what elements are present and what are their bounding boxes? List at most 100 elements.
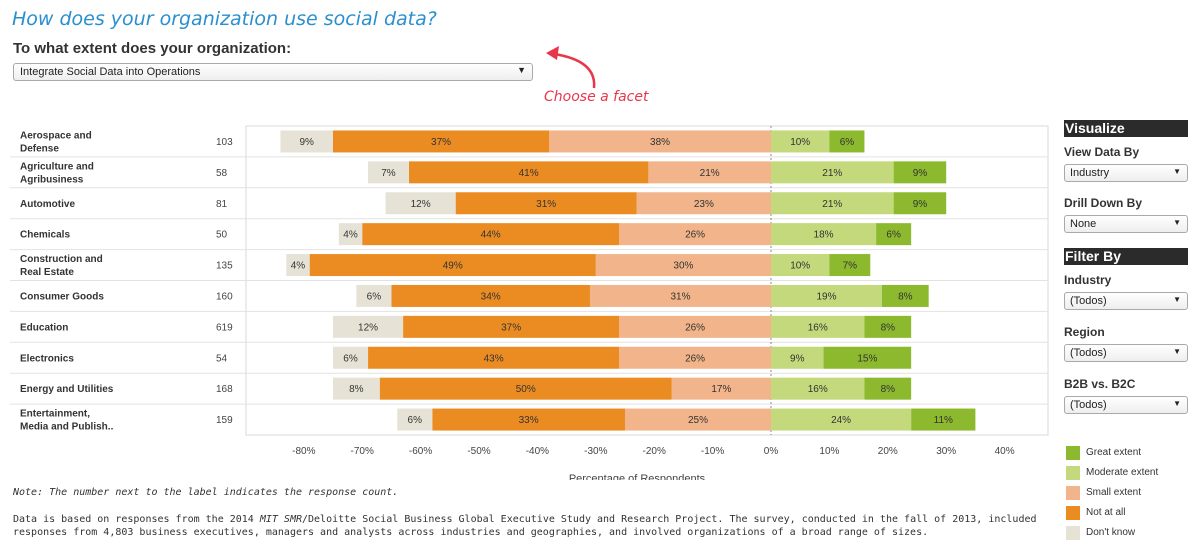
data-label: 9% xyxy=(790,353,805,364)
data-label: 41% xyxy=(519,168,539,179)
data-label: 9% xyxy=(913,168,928,179)
data-label: 37% xyxy=(431,137,451,148)
legend-label: Don't know xyxy=(1086,527,1136,538)
category-label: Aerospace and xyxy=(20,130,92,141)
data-label: 25% xyxy=(688,415,708,426)
bar-segment-small xyxy=(595,254,771,277)
bar-segment-moderate xyxy=(771,223,877,246)
choose-facet-hint: Choose a facet xyxy=(544,89,649,105)
data-label: 6% xyxy=(343,353,358,364)
bar-segment-dont-know xyxy=(280,130,333,153)
data-label: 6% xyxy=(840,137,855,148)
category-label: Media and Publish.. xyxy=(20,422,114,433)
x-tick-label: -40% xyxy=(526,446,549,457)
data-label: 50% xyxy=(516,384,536,395)
chevron-down-icon: ▼ xyxy=(1173,295,1181,304)
bar-segment-moderate xyxy=(771,408,912,431)
bar-segment-dont-know xyxy=(356,284,392,307)
data-label: 11% xyxy=(934,415,953,426)
legend-label: Moderate extent xyxy=(1086,467,1159,478)
legend-label: Great extent xyxy=(1086,447,1142,458)
data-label: 21% xyxy=(822,168,842,179)
bar-segment-dont-know xyxy=(333,346,369,369)
x-tick-label: -20% xyxy=(643,446,666,457)
data-label: 26% xyxy=(685,322,705,333)
data-label: 7% xyxy=(843,261,858,272)
facet-dropdown-value: Integrate Social Data into Operations xyxy=(20,66,201,78)
bar-segment-great xyxy=(893,161,947,184)
data-label: 4% xyxy=(343,230,358,241)
data-label: 34% xyxy=(481,291,501,302)
data-label: 23% xyxy=(694,199,714,210)
bar-segment-dont-know xyxy=(286,254,310,277)
bar-segment-great xyxy=(829,254,871,277)
b2b-filter-dropdown[interactable]: (Todos) ▼ xyxy=(1064,396,1188,414)
bar-segment-moderate xyxy=(771,284,882,307)
x-tick-label: 30% xyxy=(936,446,956,457)
legend-swatch xyxy=(1066,466,1080,480)
question-label: To what extent does your organization: xyxy=(13,40,292,57)
bar-segment-great xyxy=(881,284,929,307)
b2b-filter-value: (Todos) xyxy=(1070,399,1107,411)
data-label: 26% xyxy=(685,353,705,364)
data-label: 10% xyxy=(790,261,810,272)
bar-segment-dont-know xyxy=(333,377,380,400)
x-tick-label: -60% xyxy=(409,446,432,457)
industry-filter-value: (Todos) xyxy=(1070,295,1107,307)
data-label: 7% xyxy=(381,168,396,179)
data-label: 21% xyxy=(822,199,842,210)
bar-segment-not-at-all xyxy=(309,254,596,277)
data-label: 4% xyxy=(291,261,306,272)
x-tick-label: -50% xyxy=(467,446,490,457)
bar-segment-great xyxy=(864,377,912,400)
response-count: 135 xyxy=(216,261,233,272)
drill-down-by-label: Drill Down By xyxy=(1064,196,1143,210)
data-label: 16% xyxy=(808,384,828,395)
data-label: 15% xyxy=(857,353,877,364)
legend-swatch xyxy=(1066,486,1080,500)
bar-segment-moderate xyxy=(771,130,830,153)
legend-label: Small extent xyxy=(1086,487,1142,498)
facet-dropdown[interactable]: Integrate Social Data into Operations ▼ xyxy=(13,63,533,81)
response-count: 619 xyxy=(216,322,233,333)
region-filter-dropdown[interactable]: (Todos) ▼ xyxy=(1064,344,1188,362)
bar-segment-small xyxy=(619,315,771,338)
data-label: 12% xyxy=(411,199,431,210)
x-tick-label: 20% xyxy=(878,446,898,457)
response-count: 103 xyxy=(216,137,233,148)
filter-by-header: Filter By xyxy=(1064,248,1188,265)
chevron-down-icon: ▼ xyxy=(1173,347,1181,356)
x-axis-label: Percentage of Respondents xyxy=(569,473,706,480)
visualize-header: Visualize xyxy=(1064,120,1188,137)
bar-segment-not-at-all xyxy=(368,346,620,369)
bar-segment-moderate xyxy=(771,315,865,338)
bar-segment-not-at-all xyxy=(403,315,620,338)
x-tick-label: -80% xyxy=(292,446,315,457)
data-label: 49% xyxy=(443,261,463,272)
x-tick-label: -70% xyxy=(351,446,374,457)
legend-swatch xyxy=(1066,526,1080,540)
data-label: 8% xyxy=(881,384,896,395)
bar-segment-dont-know xyxy=(385,192,456,215)
industry-filter-dropdown[interactable]: (Todos) ▼ xyxy=(1064,292,1188,310)
chevron-down-icon: ▼ xyxy=(1173,167,1181,176)
bar-segment-small xyxy=(625,408,771,431)
response-count: 168 xyxy=(216,384,233,395)
x-tick-label: 40% xyxy=(995,446,1015,457)
bar-segment-great xyxy=(911,408,976,431)
drill-down-by-dropdown[interactable]: None ▼ xyxy=(1064,215,1188,233)
bar-segment-small xyxy=(549,130,771,153)
data-label: 21% xyxy=(700,168,720,179)
bar-segment-not-at-all xyxy=(391,284,590,307)
response-count: 81 xyxy=(216,199,228,210)
chevron-down-icon: ▼ xyxy=(1173,218,1181,227)
data-label: 16% xyxy=(808,322,828,333)
view-data-by-label: View Data By xyxy=(1064,145,1140,159)
data-label: 38% xyxy=(650,137,670,148)
page-title: How does your organization use social da… xyxy=(12,8,437,30)
category-label: Agriculture and xyxy=(20,161,94,172)
view-data-by-dropdown[interactable]: Industry ▼ xyxy=(1064,164,1188,182)
category-label: Chemicals xyxy=(20,230,70,241)
data-label: 31% xyxy=(536,199,556,210)
response-count: 54 xyxy=(216,353,228,364)
